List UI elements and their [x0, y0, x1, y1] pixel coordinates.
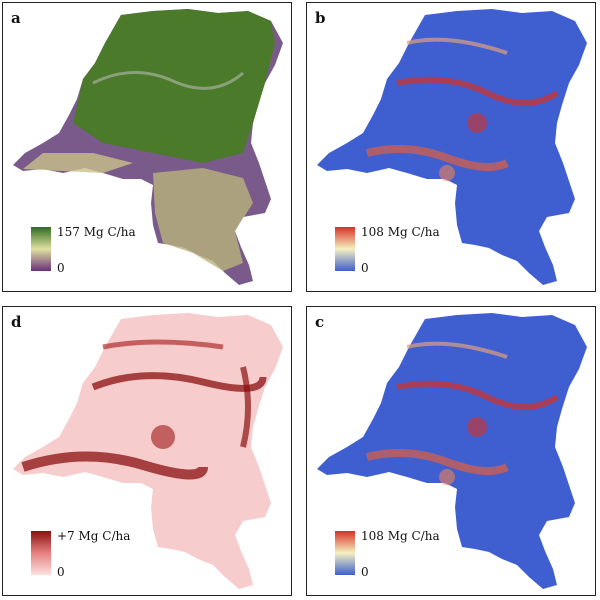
legend-max-label: 108 Mg C/ha	[361, 225, 440, 239]
panel-label: a	[11, 9, 21, 27]
legend-colorbar	[335, 227, 355, 271]
panel-c: c 108 Mg C/ha 0	[306, 306, 596, 596]
legend-max-label: 157 Mg C/ha	[57, 225, 136, 239]
panel-label: c	[315, 313, 325, 331]
carbon-map-a	[13, 9, 283, 285]
legend-min-label: 0	[361, 565, 369, 579]
legend-max-label: +7 Mg C/ha	[57, 529, 131, 543]
legend-min-label: 0	[361, 261, 369, 275]
carbon-map-b	[317, 9, 587, 285]
legend-colorbar	[335, 531, 355, 575]
panel-d: d +7 Mg C/ha 0	[2, 306, 292, 596]
panel-label: d	[11, 313, 22, 331]
carbon-map-c	[317, 313, 587, 589]
panel-a: a 157 Mg C/ha 0	[2, 2, 292, 292]
legend-colorbar	[31, 227, 51, 271]
legend-colorbar	[31, 531, 51, 575]
legend-max-label: 108 Mg C/ha	[361, 529, 440, 543]
panel-label: b	[315, 9, 326, 27]
panel-b: b 108 Mg C/ha 0	[306, 2, 596, 292]
legend-min-label: 0	[57, 565, 65, 579]
carbon-change-map-d	[13, 313, 283, 589]
legend-min-label: 0	[57, 261, 65, 275]
